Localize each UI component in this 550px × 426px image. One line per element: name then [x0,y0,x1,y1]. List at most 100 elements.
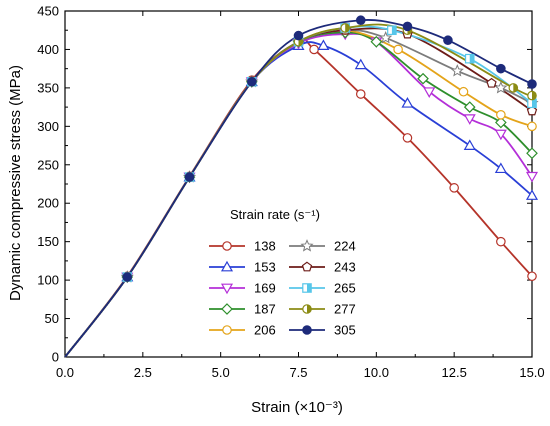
data-point-305 [527,79,537,89]
legend-swatch-marker [302,325,312,335]
y-tick-label: 100 [37,273,59,288]
data-point-305 [122,272,133,282]
data-point-153 [525,189,539,200]
series-line-305 [64,19,533,358]
x-tick-label: 7.5 [289,365,307,380]
series-line-265 [64,25,533,358]
data-point-265 [387,25,397,36]
legend-item-277: 277 [289,302,356,317]
legend-swatch-marker [302,283,312,293]
legend-item-169: 169 [209,281,276,296]
series-markers [120,15,539,284]
data-point-305 [496,63,506,74]
series-line-206 [64,29,533,358]
marker-fill [469,54,474,63]
y-tick-label: 200 [37,196,59,211]
x-tick-label: 12.5 [442,365,467,380]
data-point-277 [340,23,350,33]
legend-label: 153 [254,260,276,275]
legend-item-305: 305 [289,323,356,338]
legend-label: 305 [334,323,356,338]
data-point-138 [449,183,459,193]
marker-fill [513,83,518,93]
y-tick-label: 450 [37,4,59,19]
data-point-138 [527,271,537,282]
legend-item-153: 153 [209,260,276,275]
legend-swatch-marker [300,239,314,252]
data-point-305 [443,35,453,46]
data-point-138 [355,89,366,99]
legend-title: Strain rate (s⁻¹) [230,207,320,222]
legend-item-265: 265 [289,281,356,296]
y-tick-label: 50 [45,311,59,326]
data-point-153 [494,162,507,174]
series-line-243 [64,27,533,358]
data-point-224 [379,31,393,44]
legend: Strain rate (s⁻¹) 138 153 169 187 206 224 243 26… [209,207,356,338]
x-tick-label: 2.5 [134,365,152,380]
data-point-169 [525,171,539,183]
x-tick-label: 5.0 [212,365,230,380]
data-point-305 [402,21,413,32]
legend-swatch-marker [301,261,313,272]
y-tick-label: 400 [37,42,59,57]
data-point-243 [526,105,538,116]
legend-item-224: 224 [289,239,356,254]
data-point-277 [527,90,537,101]
data-point-206 [393,44,403,55]
legend-label: 265 [334,281,356,296]
legend-item-243: 243 [289,260,356,275]
legend-label: 277 [334,302,356,317]
data-point-187 [463,101,476,113]
data-point-169 [463,114,476,125]
legend-label: 243 [334,260,356,275]
marker-fill [307,304,312,314]
data-point-305 [247,76,257,87]
legend-swatch-marker [220,283,234,295]
series-lines [64,19,533,358]
legend-label: 138 [254,239,276,254]
data-point-187 [417,72,429,85]
data-point-206 [496,110,506,120]
data-point-138 [496,236,506,247]
data-point-224 [494,80,508,94]
data-point-138 [402,133,413,143]
x-tick-label: 15.0 [519,365,544,380]
data-point-265 [464,53,475,64]
y-axis-title: Dynamic compressive stress (MPa) [7,65,24,301]
data-point-169 [494,129,507,141]
y-tick-label: 350 [37,80,59,95]
data-point-206 [527,121,537,132]
legend-label: 187 [254,302,276,317]
marker-fill [345,23,350,33]
marker-fill [532,99,537,108]
series-line-224 [64,29,533,358]
legend-item-138: 138 [209,239,276,254]
data-point-243 [486,77,497,88]
legend-swatch-marker [222,325,232,335]
y-tick-label: 250 [37,157,59,172]
x-tick-label: 0.0 [56,365,74,380]
legend-swatch-marker [302,304,312,314]
legend-item-206: 206 [209,323,276,338]
legend-swatch-marker [221,303,233,315]
data-point-187 [526,147,538,160]
data-point-187 [495,116,507,129]
data-point-187 [370,35,383,48]
legend-item-187: 187 [209,302,276,317]
marker-fill [532,91,537,100]
data-point-224 [450,64,464,77]
axes: 0.0 2.5 5.0 7.5 10.0 12.5 15.0 0 50 100 150 200 250 3… [37,4,544,381]
legend-label: 169 [254,281,276,296]
data-point-277 [508,83,519,93]
plot-frame [64,10,533,358]
legend-label: 206 [254,323,276,338]
data-point-206 [458,86,469,97]
series-line-277 [64,23,533,358]
x-tick-label: 10.0 [364,365,389,380]
data-point-153 [463,139,476,150]
y-tick-label: 0 [52,350,59,365]
y-tick-label: 300 [37,119,59,134]
